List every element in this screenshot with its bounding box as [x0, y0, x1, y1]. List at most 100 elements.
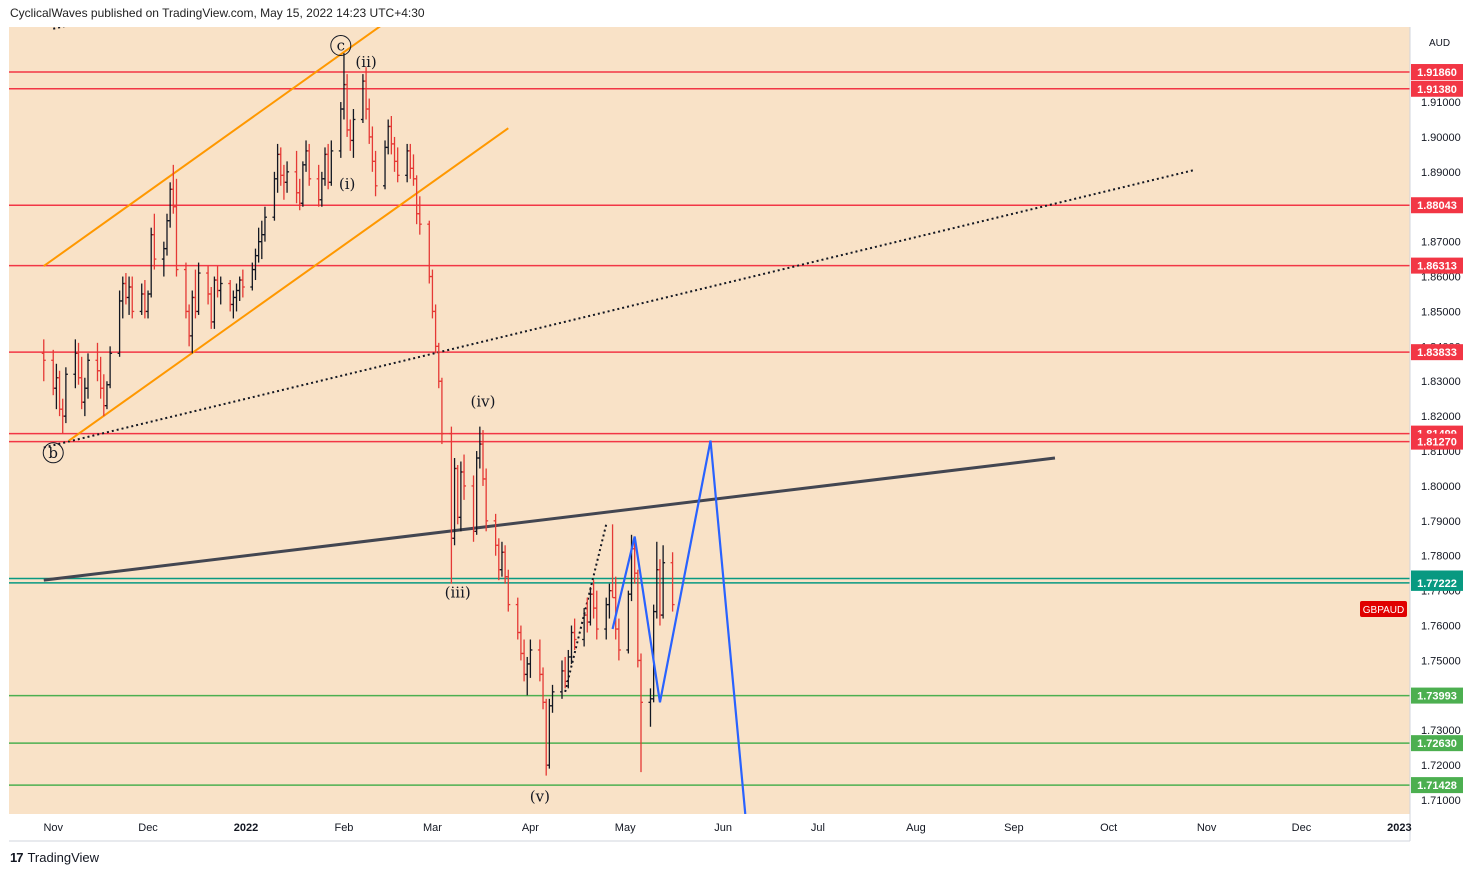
y-tick-label: 1.76000 [1421, 621, 1461, 633]
x-tick-label: Nov [1197, 822, 1217, 834]
y-tick-label: 1.90000 [1421, 132, 1461, 144]
ohlc-bar [661, 545, 666, 619]
ohlc-bar [41, 339, 46, 382]
x-tick-label: Dec [138, 822, 158, 834]
level-price-tag: 1.86313 [1411, 257, 1463, 274]
level-price-tag: 1.73993 [1411, 687, 1463, 704]
y-tick-label: 1.82000 [1421, 411, 1461, 423]
y-tick-label: 1.72000 [1421, 760, 1461, 772]
ohlc-bar [639, 653, 643, 773]
level-price-tag-bg [1411, 257, 1463, 274]
ohlc-bar [174, 178, 179, 277]
x-tick-label: Dec [1292, 822, 1312, 834]
x-tick-label: Apr [522, 822, 539, 834]
y-tick-label: 1.83000 [1421, 376, 1461, 388]
trendline-channel-lower [68, 127, 509, 442]
ohlc-bar [307, 143, 312, 186]
trendline-dotted-base [43, 169, 1195, 449]
ohlc-bar [130, 276, 135, 319]
ohlc-bar [373, 150, 378, 197]
level-price-tag: 1.91380 [1411, 80, 1463, 97]
y-tick-label: 1.71000 [1421, 795, 1461, 807]
ohlc-bar [395, 147, 400, 183]
level-price-tag: 1.81270 [1411, 433, 1463, 450]
level-price-tag-text: 1.71428 [1417, 780, 1457, 792]
level-price-tag-bg [1411, 64, 1463, 81]
ohlc-bar [506, 569, 511, 612]
ohlc-bar [218, 276, 223, 305]
x-tick-label: Aug [906, 822, 926, 834]
tradingview-brand: TradingView [27, 850, 100, 865]
level-price-tag: 1.72630 [1411, 735, 1463, 752]
x-tick-label: 2023 [1387, 822, 1411, 834]
level-price-tag-text: 1.91860 [1417, 67, 1457, 79]
level-price-tag-bg [1411, 433, 1463, 450]
y-tick-label: 1.86000 [1421, 272, 1461, 284]
plot-background [9, 27, 1410, 814]
ohlc-bar [240, 269, 245, 298]
x-tick-label: Mar [423, 822, 442, 834]
level-price-tag-text: 1.81270 [1417, 437, 1457, 449]
x-tick-label: 2022 [234, 822, 258, 834]
level-price-tag-bg [1411, 777, 1463, 794]
ohlc-bar [594, 590, 599, 640]
level-price-tag-text: 1.77222 [1417, 578, 1457, 590]
x-tick-label: Nov [43, 822, 63, 834]
ohlc-bar [86, 353, 90, 399]
ohlc-bar [63, 367, 68, 424]
wave-label: (iv) [471, 392, 496, 410]
forecast-path [611, 440, 747, 814]
ohlc-bar [462, 454, 467, 500]
ohlc-bar [108, 346, 113, 389]
wave-label-circle [42, 442, 64, 464]
y-tick-label: 1.91000 [1421, 97, 1461, 109]
wave-label: (v) [530, 788, 550, 806]
y-tick-label: 1.78000 [1421, 551, 1461, 563]
y-tick-label: 1.85000 [1421, 306, 1461, 318]
level-price-tag: 1.83833 [1411, 344, 1463, 361]
ohlc-bar [196, 262, 201, 315]
y-tick-label: 1.89000 [1421, 167, 1461, 179]
level-price-tag: 1.91860 [1411, 64, 1463, 81]
level-price-tag-text: 1.86313 [1417, 261, 1457, 273]
trendline-trend-support [43, 456, 1056, 582]
y-tick-label: 1.79000 [1421, 516, 1461, 528]
trendline-channel-upper [43, 27, 381, 267]
wave-label: c [337, 36, 345, 54]
x-tick-label: Jun [714, 822, 732, 834]
level-price-tag-bg [1411, 80, 1463, 97]
tradingview-logo-icon: 17 [10, 850, 24, 865]
symbol-tag-text: GBPAUD [1363, 605, 1405, 616]
level-price-tag-bg [1411, 197, 1463, 214]
currency-label: AUD [1429, 38, 1450, 49]
y-tick-label: 1.80000 [1421, 481, 1461, 493]
ohlc-bar [484, 468, 489, 532]
symbol-tag-bg [1360, 601, 1407, 617]
ohlc-bar [262, 206, 267, 242]
trendline-dotted-rally [564, 524, 608, 693]
ohlc-bar [351, 109, 356, 158]
x-tick-label: Feb [334, 822, 353, 834]
x-tick-label: May [615, 822, 636, 834]
x-tick-label: Sep [1004, 822, 1024, 834]
wave-label: b [48, 444, 58, 462]
level-price-tag-bg [1411, 344, 1463, 361]
tradingview-footer[interactable]: 17 TradingView [10, 850, 99, 865]
symbol-tag: GBPAUD [1360, 601, 1407, 617]
y-tick-label: 1.87000 [1421, 237, 1461, 249]
plot-area: c (ii) (i) b (iv) (iii) (v) [9, 27, 1410, 814]
level-price-tag: 1.71428 [1411, 777, 1463, 794]
wave-label: (i) [339, 175, 356, 193]
level-price-tag-bg [1411, 574, 1463, 591]
ohlc-bar [329, 140, 334, 186]
ohlc-bar [572, 618, 577, 650]
ohlc-bar [550, 684, 555, 713]
wave-label-circle [330, 34, 352, 56]
level-price-tag-text: 1.88043 [1417, 200, 1457, 212]
wave-label: (ii) [355, 53, 376, 71]
level-price-tag-bg [1411, 687, 1463, 704]
level-price-tag-text: 1.83833 [1417, 347, 1457, 359]
ohlc-bar [528, 639, 533, 678]
ohlc-bar [417, 196, 422, 235]
